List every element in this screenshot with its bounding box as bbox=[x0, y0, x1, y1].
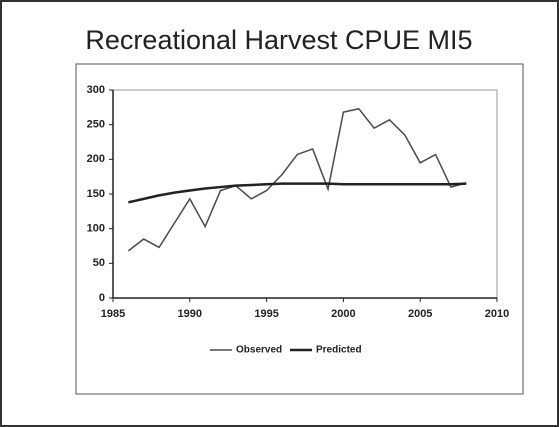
data-line bbox=[128, 182, 467, 204]
y-tick-label: 300 bbox=[87, 84, 105, 96]
y-tick-label: 0 bbox=[99, 292, 105, 304]
y-tick-label: 50 bbox=[93, 257, 105, 269]
x-tick-label: 2000 bbox=[331, 308, 355, 320]
x-tick-label: 1990 bbox=[178, 308, 202, 320]
legend-label: Predicted bbox=[316, 345, 362, 356]
x-tick-label: 1995 bbox=[254, 308, 278, 320]
y-tick-label: 250 bbox=[87, 119, 105, 131]
x-tick-label: 2005 bbox=[408, 308, 432, 320]
chart-title: Recreational Harvest CPUE MI5 bbox=[85, 25, 472, 55]
x-tick-label: 2010 bbox=[485, 308, 509, 320]
data-line bbox=[127, 107, 467, 252]
y-tick-label: 200 bbox=[87, 153, 105, 165]
chart-border bbox=[75, 63, 524, 395]
y-tick-label: 150 bbox=[87, 188, 105, 200]
y-tick-label: 100 bbox=[87, 223, 105, 235]
legend-label: Observed bbox=[236, 345, 282, 356]
x-tick-label: 1985 bbox=[101, 308, 125, 320]
